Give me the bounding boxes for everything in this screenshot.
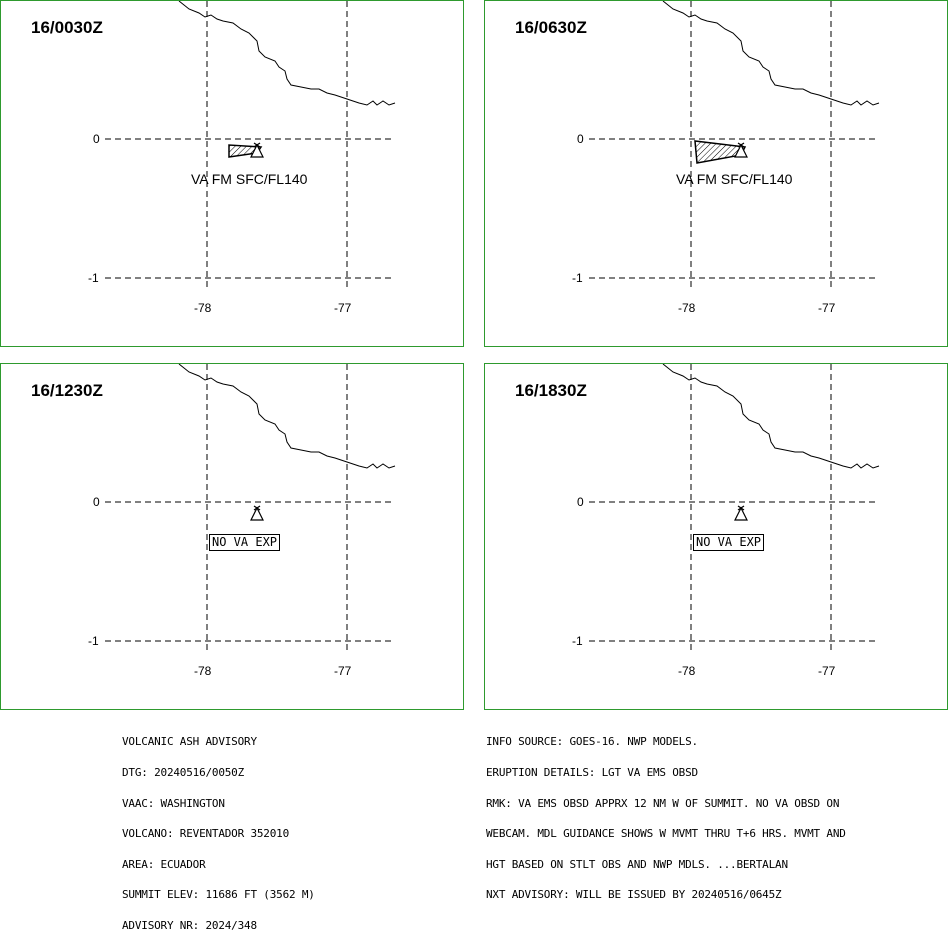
- valid-time-title: 16/1230Z: [31, 381, 103, 400]
- advisory-line: INFO SOURCE: GOES-16. NWP MODELS.: [486, 735, 698, 749]
- lat-label-minus1: -1: [88, 634, 99, 648]
- lat-label-minus1: -1: [88, 271, 99, 285]
- advisory-details-block: INFO SOURCE: GOES-16. NWP MODELS. ERUPTI…: [486, 717, 846, 911]
- lon-label-minus77: -77: [818, 664, 836, 678]
- ash-cloud-label: VA FM SFC/FL140: [676, 171, 793, 187]
- lon-label-minus77: -77: [334, 664, 352, 678]
- lon-label-minus78: -78: [194, 664, 212, 678]
- advisory-header-block: VOLCANIC ASH ADVISORY DTG: 20240516/0050…: [122, 717, 315, 941]
- coastline-border: [178, 364, 396, 469]
- lat-label-0: 0: [93, 495, 100, 509]
- coastline-border: [662, 364, 880, 469]
- map-drawing: [105, 364, 396, 654]
- map-drawing: [589, 364, 880, 654]
- lon-label-minus78: -78: [678, 301, 696, 315]
- advisory-line: AREA: ECUADOR: [122, 857, 206, 871]
- valid-time-title: 16/1830Z: [515, 381, 587, 400]
- advisory-line: VOLCANIC ASH ADVISORY: [122, 735, 257, 749]
- lon-label-minus77: -77: [818, 301, 836, 315]
- lon-label-minus77: -77: [334, 301, 352, 315]
- ash-cloud-label: VA FM SFC/FL140: [191, 171, 308, 187]
- advisory-line: HGT BASED ON STLT OBS AND NWP MDLS. ...B…: [486, 857, 788, 871]
- map-panel-2: 16/0630Z VA FM SFC/FL140 0 -1 -78 -77: [484, 0, 948, 347]
- lat-label-0: 0: [577, 132, 584, 146]
- no-ash-expected-box: NO VA EXP: [693, 534, 765, 551]
- advisory-line: DTG: 20240516/0050Z: [122, 766, 245, 780]
- advisory-line: RMK: VA EMS OBSD APPRX 12 NM W OF SUMMIT…: [486, 796, 840, 810]
- lat-label-minus1: -1: [572, 271, 583, 285]
- lat-label-0: 0: [93, 132, 100, 146]
- lat-label-0: 0: [577, 495, 584, 509]
- advisory-line: ADVISORY NR: 2024/348: [122, 919, 257, 933]
- valid-time-title: 16/0030Z: [31, 18, 103, 37]
- map-panel-1: 16/0030Z VA FM SFC/FL140 0 -1 -78 -77: [0, 0, 464, 347]
- map-drawing: [589, 1, 880, 291]
- valid-time-title: 16/0630Z: [515, 18, 587, 37]
- map-panel-4: 16/1830Z NO VA EXP 0 -1 -78 -77: [484, 363, 948, 710]
- no-ash-expected-box: NO VA EXP: [209, 534, 281, 551]
- map-drawing: [105, 1, 396, 291]
- volcano-triangle-icon: [250, 505, 264, 521]
- advisory-line: NXT ADVISORY: WILL BE ISSUED BY 20240516…: [486, 888, 782, 902]
- lat-label-minus1: -1: [572, 634, 583, 648]
- advisory-line: WEBCAM. MDL GUIDANCE SHOWS W MVMT THRU T…: [486, 827, 846, 841]
- map-panel-3: 16/1230Z NO VA EXP 0 -1 -78 -77: [0, 363, 464, 710]
- advisory-line: VOLCANO: REVENTADOR 352010: [122, 827, 289, 841]
- lon-label-minus78: -78: [678, 664, 696, 678]
- advisory-line: SUMMIT ELEV: 11686 FT (3562 M): [122, 888, 315, 902]
- volcano-triangle-icon: [250, 142, 264, 158]
- coastline-border: [178, 1, 396, 106]
- advisory-line: VAAC: WASHINGTON: [122, 796, 225, 810]
- lon-label-minus78: -78: [194, 301, 212, 315]
- volcano-triangle-icon: [734, 142, 748, 158]
- coastline-border: [662, 1, 880, 106]
- volcano-triangle-icon: [734, 505, 748, 521]
- advisory-line: ERUPTION DETAILS: LGT VA EMS OBSD: [486, 766, 698, 780]
